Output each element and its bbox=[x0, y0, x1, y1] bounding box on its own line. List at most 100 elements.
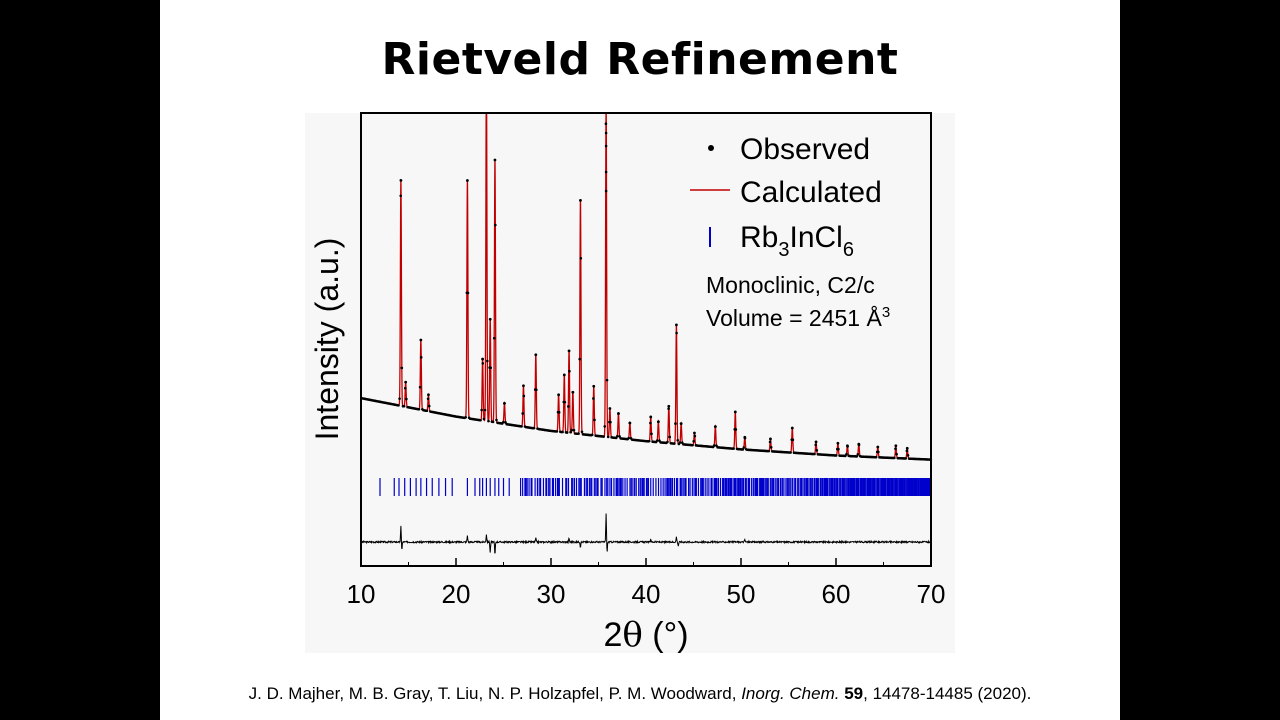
x-tick-label: 50 bbox=[727, 579, 756, 609]
observed-point bbox=[608, 407, 612, 410]
observed-point bbox=[483, 408, 487, 412]
observed-point bbox=[567, 349, 571, 353]
citation-journal: Inorg. Chem. bbox=[741, 684, 840, 703]
x-tick-label: 40 bbox=[632, 579, 661, 609]
observed-point bbox=[667, 407, 670, 411]
observed-point bbox=[493, 158, 497, 162]
x-axis-label-theta: θ bbox=[622, 615, 642, 655]
observed-point bbox=[592, 384, 596, 388]
legend-phase-label: Rb3InCl6 bbox=[740, 221, 854, 261]
observed-point bbox=[877, 450, 880, 454]
observed-point bbox=[768, 440, 772, 444]
observed-point bbox=[400, 366, 404, 370]
observed-point bbox=[593, 418, 596, 422]
observed-point bbox=[691, 443, 694, 447]
observed-point bbox=[557, 393, 560, 397]
observed-point bbox=[675, 331, 678, 335]
x-tick-label: 10 bbox=[347, 579, 376, 609]
observed-point bbox=[404, 380, 408, 384]
observed-point bbox=[486, 359, 489, 363]
observed-point bbox=[570, 428, 574, 432]
observed-point bbox=[693, 434, 697, 438]
legend-calculated-label: Calculated bbox=[740, 176, 882, 209]
observed-point bbox=[650, 432, 653, 436]
observed-point bbox=[466, 291, 470, 295]
observed-point bbox=[790, 426, 794, 430]
observed-point bbox=[488, 317, 492, 321]
observed-point bbox=[846, 444, 849, 448]
slide-title: Rietveld Refinement bbox=[381, 34, 899, 85]
observed-point bbox=[905, 446, 909, 450]
observed-point bbox=[713, 425, 717, 429]
annotation-volume: Volume = 2451 Å3 bbox=[706, 304, 890, 331]
observed-point bbox=[534, 353, 538, 357]
observed-point bbox=[769, 446, 773, 449]
observed-point bbox=[676, 438, 680, 442]
x-tick-label: 30 bbox=[537, 579, 566, 609]
observed-point bbox=[466, 179, 469, 182]
observed-point-offscale bbox=[604, 131, 608, 135]
observed-point bbox=[535, 388, 538, 392]
citation-pages-year: , 14478-14485 (2020). bbox=[863, 684, 1032, 703]
observed-point bbox=[628, 421, 632, 425]
observed-point bbox=[489, 366, 493, 370]
observed-point bbox=[712, 444, 716, 447]
observed-point bbox=[426, 397, 430, 401]
observed-point bbox=[856, 453, 860, 456]
observed-point bbox=[399, 178, 403, 182]
observed-point bbox=[905, 449, 909, 453]
observed-point bbox=[572, 428, 576, 432]
observed-point-offscale bbox=[604, 189, 608, 193]
observed-point bbox=[741, 448, 745, 451]
bragg-reflections bbox=[379, 478, 931, 496]
observed-point bbox=[418, 385, 422, 389]
observed-point bbox=[769, 437, 772, 441]
observed-point bbox=[732, 447, 735, 450]
observed-point bbox=[492, 336, 496, 340]
plot-layer bbox=[360, 113, 933, 554]
observed-point bbox=[666, 440, 669, 444]
annotation-space-group: Monoclinic, C2/c bbox=[706, 272, 875, 298]
observed-point bbox=[592, 397, 595, 400]
observed-point bbox=[874, 455, 878, 459]
observed-point bbox=[837, 447, 840, 451]
observed-point bbox=[481, 357, 484, 361]
observed-point bbox=[580, 430, 584, 434]
observed-point bbox=[603, 425, 607, 428]
observed-point bbox=[605, 378, 609, 382]
observed-point bbox=[906, 454, 910, 457]
observed-point bbox=[579, 256, 583, 260]
x-axis: 10 20 30 40 50 60 70 bbox=[347, 558, 946, 609]
citation-volume: 59 bbox=[844, 684, 864, 703]
x-tick-label: 70 bbox=[917, 579, 946, 609]
observed-point bbox=[565, 431, 569, 434]
observed-point bbox=[627, 436, 631, 440]
observed-point bbox=[845, 452, 848, 456]
observed-point bbox=[521, 412, 524, 415]
observed-point bbox=[678, 441, 682, 444]
observed-point bbox=[491, 420, 495, 424]
observed-point bbox=[734, 428, 738, 431]
observed-point bbox=[814, 443, 817, 447]
observed-point bbox=[894, 447, 897, 451]
observed-point bbox=[616, 434, 619, 438]
observed-point bbox=[733, 410, 737, 414]
x-axis-label-number: 2 bbox=[603, 616, 622, 654]
rietveld-plot: 10 20 30 40 50 60 70 Intensity (a.u.) 2θ (°) O… bbox=[305, 112, 955, 655]
observed-point bbox=[649, 421, 652, 425]
observed-point bbox=[668, 435, 672, 439]
observed-point bbox=[403, 386, 407, 390]
observed-point bbox=[520, 425, 523, 428]
observed-point bbox=[402, 404, 406, 408]
observed-point bbox=[502, 420, 505, 424]
legend-observed-label: Observed bbox=[740, 133, 870, 166]
observed-point bbox=[487, 419, 490, 423]
x-axis-label: 2θ (°) bbox=[603, 615, 688, 655]
observed-point bbox=[398, 397, 401, 400]
observed-point bbox=[814, 440, 818, 444]
y-axis-label: Intensity (a.u.) bbox=[309, 238, 345, 441]
observed-point bbox=[813, 452, 816, 456]
observed-point bbox=[789, 451, 792, 454]
observed-point bbox=[602, 435, 605, 438]
observed-point bbox=[894, 444, 898, 448]
